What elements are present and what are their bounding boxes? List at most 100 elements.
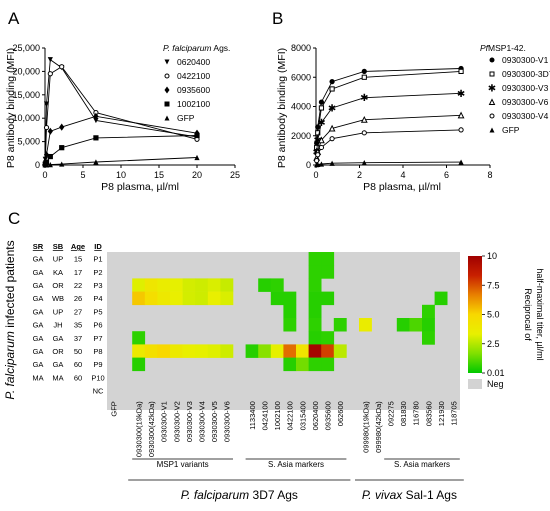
data-point <box>318 136 325 144</box>
data-point <box>361 160 367 166</box>
patient-cell: GA <box>33 334 44 343</box>
panel-b-y-label: P8 antibody binding (MFI) <box>276 48 288 168</box>
legend-marker-0930300-V6 <box>488 98 496 105</box>
data-point <box>93 117 99 124</box>
patient-cell: P2 <box>93 268 102 277</box>
data-point <box>458 127 464 133</box>
data-point <box>43 162 50 168</box>
heatmap-cell <box>270 278 284 292</box>
x-tick-label: 10 <box>116 170 126 180</box>
data-point: ✱ <box>314 136 322 147</box>
bottom-group-label: P. falciparum 3D7 Ags <box>181 488 298 502</box>
patient-cell: JH <box>53 321 62 330</box>
data-point <box>458 159 464 165</box>
group-label: S. Asia markers <box>394 460 450 469</box>
heatmap-cell <box>321 331 335 345</box>
colorbar-neg-swatch <box>468 379 482 389</box>
panel-a-legend-title: P. falciparum Ags. <box>163 43 230 53</box>
patient-cell: GA <box>33 347 44 356</box>
heatmap-cell <box>321 265 335 279</box>
patient-cell: P9 <box>93 360 102 369</box>
series-line-0930300-V4 <box>316 129 462 161</box>
legend-marker-0930300-V4 <box>489 113 495 119</box>
heatmap-cell <box>333 344 347 358</box>
patient-cell: P4 <box>93 294 102 303</box>
legend-marker-GFP <box>164 115 170 121</box>
heatmap-cell <box>283 344 297 358</box>
heatmap-cell <box>132 278 146 292</box>
panel-a-y-label: P8 antibody binding (MFI) <box>5 48 17 168</box>
series-line-0930300-V3 <box>316 92 462 152</box>
heatmap-cell <box>422 318 435 332</box>
data-point: ✱ <box>328 103 336 114</box>
panel-a: A 0 5,000 10,000 15,000 20,000 25,000 0 5 10 15 2… <box>5 9 240 193</box>
column-label: 0422100 <box>286 401 295 430</box>
series-line-0930300-V1 <box>316 68 462 144</box>
heatmap-cell <box>321 291 335 306</box>
row-header-id: ID <box>94 242 102 251</box>
legend-label: GFP <box>177 113 195 123</box>
patient-cell: GA <box>53 360 64 369</box>
data-point <box>314 158 320 164</box>
heatmap-cell <box>308 344 322 358</box>
column-label: 0620400 <box>311 401 320 430</box>
patient-cell: GA <box>33 321 44 330</box>
column-label: 081830 <box>399 401 408 426</box>
heatmap-cell <box>283 357 297 372</box>
column-label: 0930300(19kDa) <box>135 401 144 457</box>
panel-label-a: A <box>8 9 20 28</box>
heatmap-cell <box>422 304 435 319</box>
column-label: 062600 <box>336 401 345 426</box>
y-tick-label: 2000 <box>291 131 311 141</box>
legend-label: 0930300-3D7 <box>502 69 550 79</box>
data-point <box>93 135 99 141</box>
column-label: 1133400 <box>248 401 257 430</box>
patient-cell: 60 <box>74 360 82 369</box>
heatmap-cell <box>308 278 322 292</box>
data-point <box>47 153 53 160</box>
column-label: 0930300-V2 <box>172 401 181 442</box>
data-point: ✱ <box>317 118 325 129</box>
heatmap-cell <box>170 344 183 358</box>
patient-cell: 50 <box>74 347 82 356</box>
patient-cell: GA <box>33 268 44 277</box>
heatmap-cell <box>434 291 448 306</box>
patient-cell: 22 <box>74 281 82 290</box>
heatmap-cell <box>308 318 322 332</box>
y-tick-label: 0 <box>306 160 311 170</box>
x-tick-label: 2 <box>357 170 362 180</box>
patient-cell: UP <box>53 255 63 264</box>
heatmap-cell <box>270 344 284 358</box>
heatmap-cell <box>182 278 196 292</box>
colorbar-tick-label: 5.0 <box>487 310 500 320</box>
row-header-age: Age <box>71 242 85 251</box>
data-point <box>315 130 321 136</box>
panel-a-x-label: P8 plasma, µl/ml <box>101 181 179 193</box>
heatmap-cell <box>170 291 183 306</box>
heatmap-cell <box>132 291 146 306</box>
data-point <box>328 124 336 132</box>
heatmap-cell <box>132 331 146 345</box>
bottom-group-label: P. vivax Sal-1 Ags <box>362 488 457 502</box>
patient-cell: P7 <box>93 334 102 343</box>
column-label: 083560 <box>424 401 433 426</box>
data-point <box>47 162 53 168</box>
y-tick-label: 10,000 <box>12 113 40 123</box>
legend-label: 0930300-V3 <box>502 83 549 93</box>
panel-label-c: C <box>8 209 20 228</box>
data-point <box>361 68 367 74</box>
data-point <box>43 124 50 131</box>
legend-label: 0930300-V6 <box>502 97 549 107</box>
heatmap-cell <box>220 291 234 306</box>
legend-label: 0930300-V4 <box>502 111 549 121</box>
heatmap-cell <box>182 344 196 358</box>
data-point: ✱ <box>360 93 368 104</box>
heatmap-cell <box>296 344 309 358</box>
heatmap-cell <box>396 318 410 332</box>
data-point <box>59 123 65 131</box>
heatmap-cell <box>207 291 221 306</box>
heatmap-cell <box>144 278 158 292</box>
heatmap-cell <box>207 344 221 358</box>
patient-cell: P10 <box>91 373 104 382</box>
data-point <box>194 154 200 161</box>
